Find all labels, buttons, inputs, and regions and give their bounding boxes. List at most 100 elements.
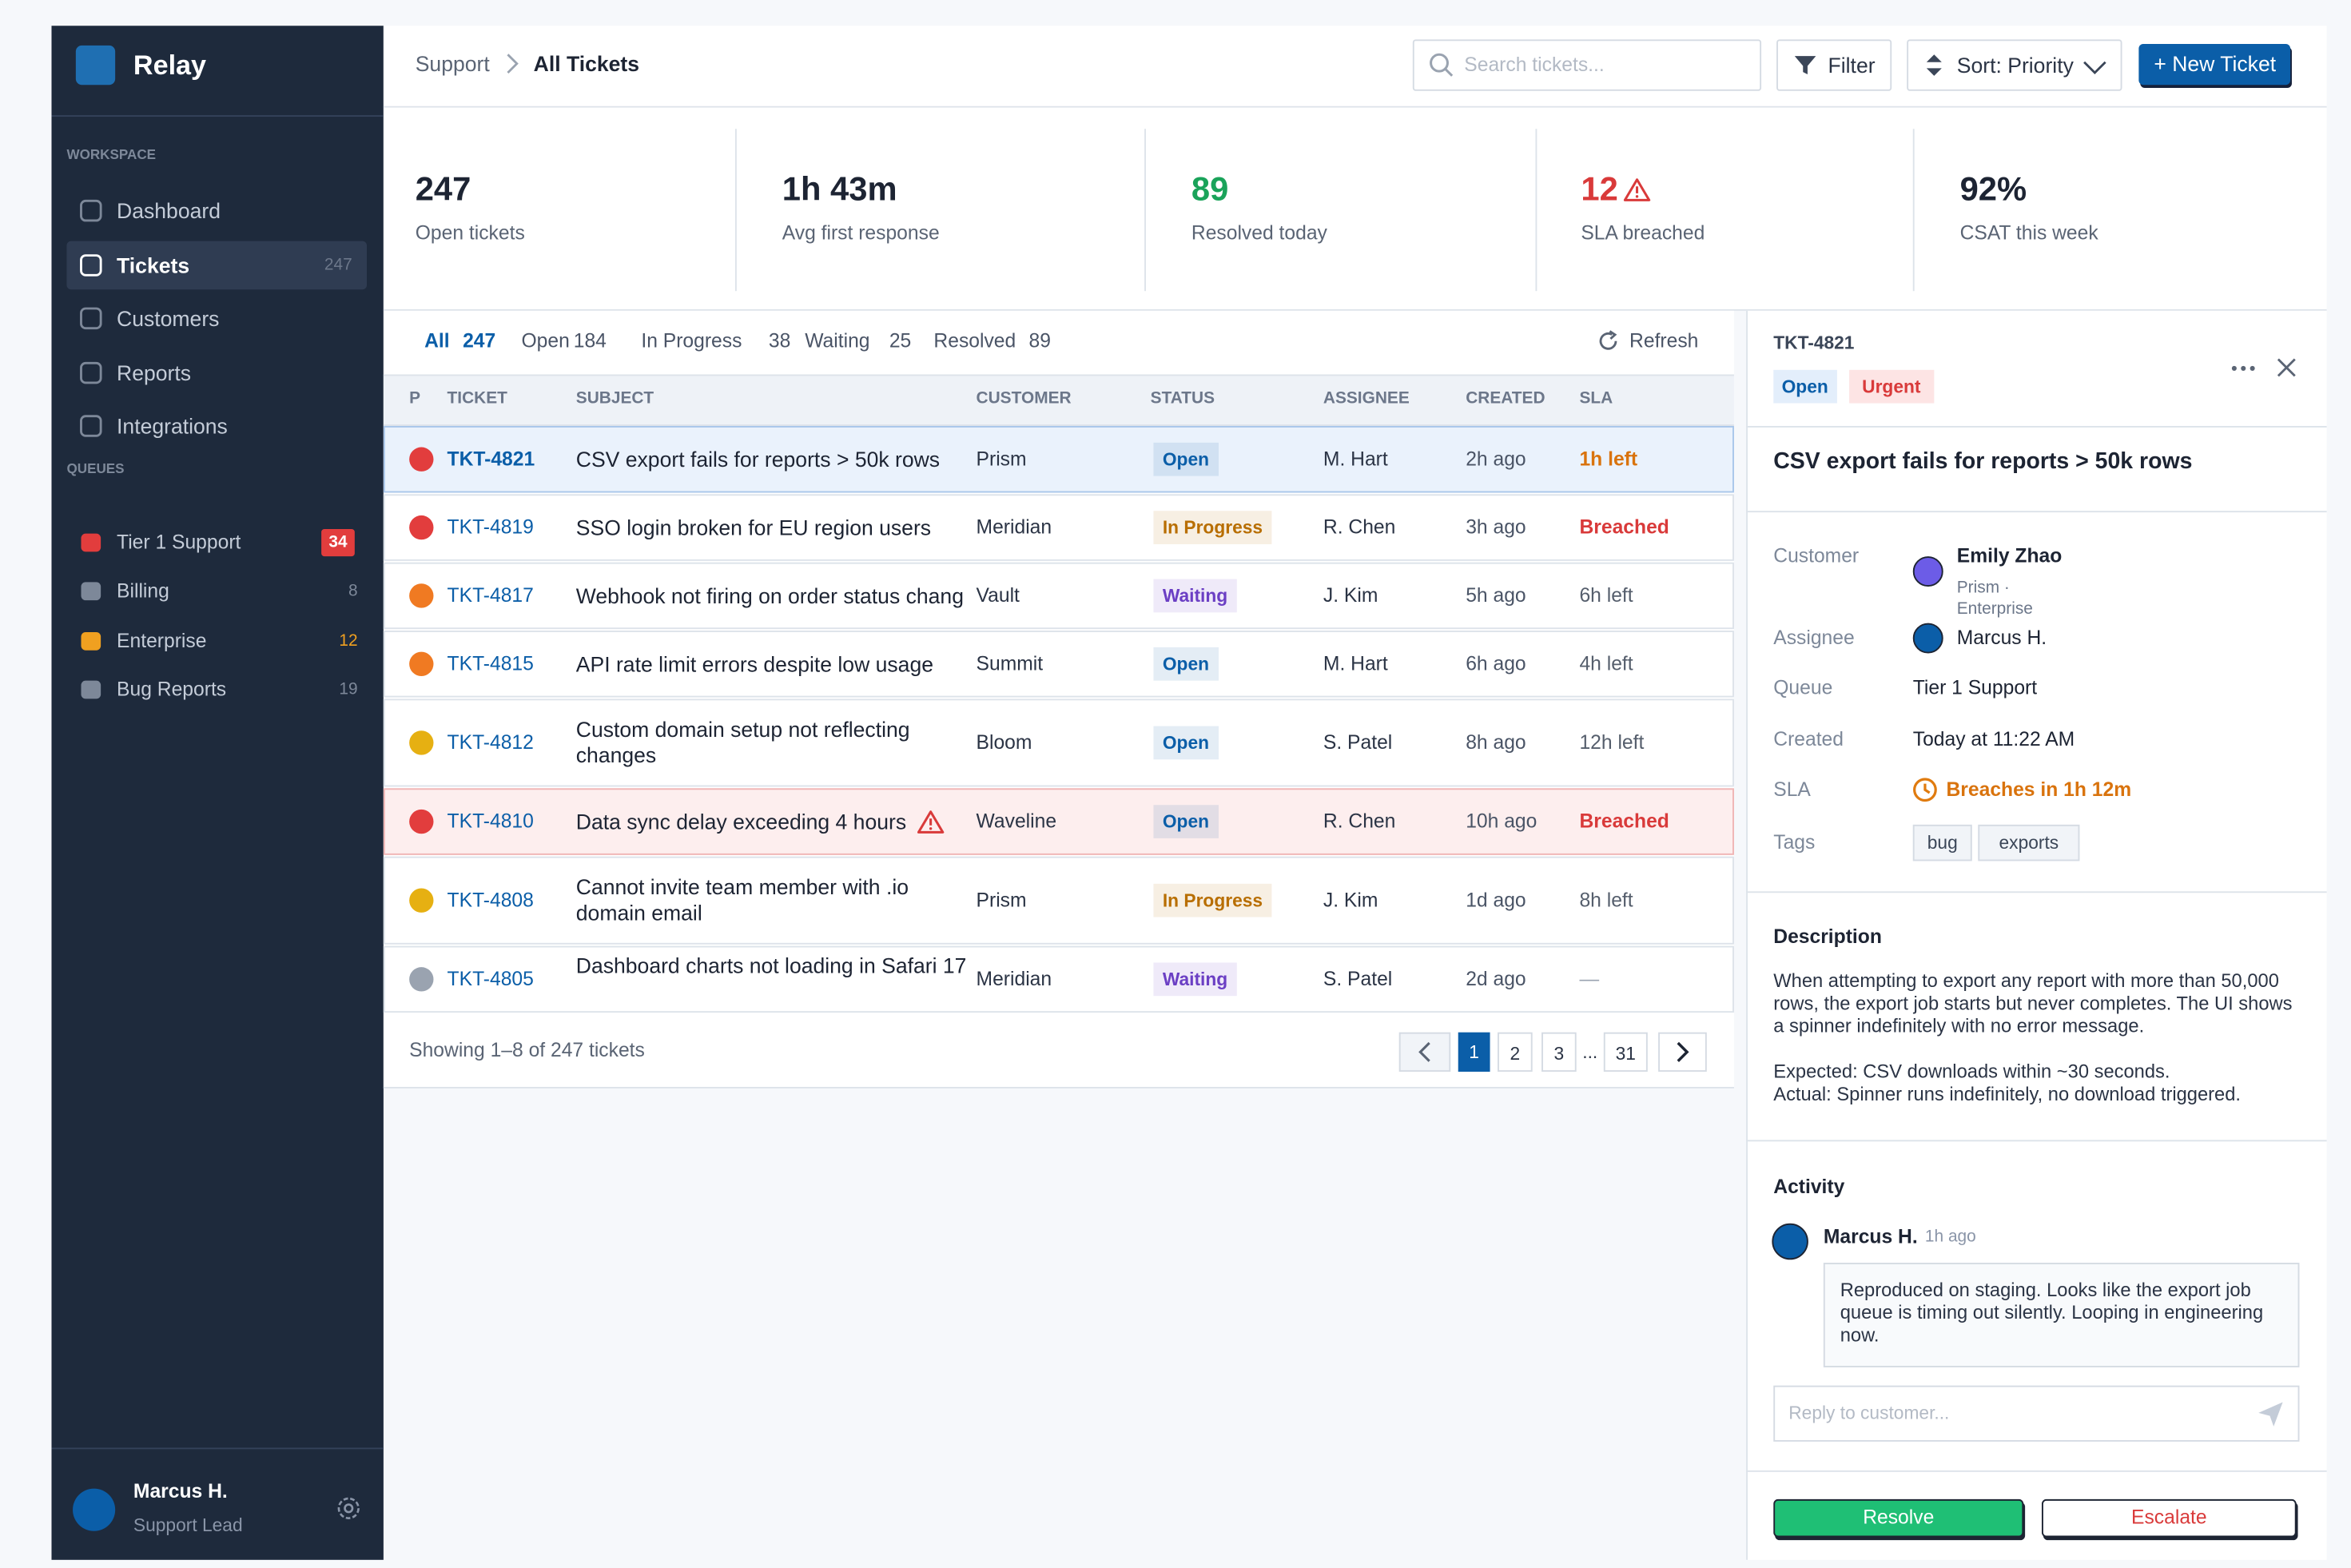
tab-label[interactable]: In Progress xyxy=(641,328,742,352)
table-row[interactable] xyxy=(383,945,1734,1013)
breadcrumb-current: All Tickets xyxy=(533,51,640,76)
table-row[interactable] xyxy=(383,631,1734,698)
detail-id: TKT-4821 xyxy=(1773,332,1855,353)
page-number[interactable]: 2 xyxy=(1510,1042,1521,1065)
nav-label[interactable]: Dashboard xyxy=(117,198,221,223)
table-row[interactable] xyxy=(383,494,1734,561)
page-prev[interactable] xyxy=(1398,1032,1451,1073)
queue-icon xyxy=(79,678,103,702)
logo xyxy=(75,45,116,86)
table-row[interactable] xyxy=(383,426,1734,493)
priority-dot xyxy=(409,447,434,472)
stat-divider xyxy=(1144,129,1146,292)
queue-label[interactable]: Billing xyxy=(117,579,169,603)
ticket-id[interactable]: TKT-4808 xyxy=(447,888,534,911)
page-button[interactable]: 2 xyxy=(1498,1032,1533,1073)
refresh-label[interactable]: Refresh xyxy=(1629,328,1699,352)
queue-label[interactable]: Enterprise xyxy=(117,629,207,652)
filter-label[interactable]: Filter xyxy=(1828,53,1876,78)
breadcrumb[interactable]: Support xyxy=(415,51,490,76)
ticket-subject: Data sync delay exceeding 4 hours xyxy=(575,809,907,834)
page-button[interactable]: 3 xyxy=(1541,1032,1577,1073)
section-title: Activity xyxy=(1773,1175,1845,1198)
page-number[interactable]: 1 xyxy=(1469,1041,1479,1063)
tab-label[interactable]: All xyxy=(424,328,450,352)
send-button[interactable] xyxy=(2257,1401,2284,1428)
ticket-id[interactable]: TKT-4810 xyxy=(447,809,534,833)
breadcrumb-chevron xyxy=(505,53,520,74)
queue-item[interactable] xyxy=(66,619,367,664)
more-button[interactable] xyxy=(2228,358,2258,376)
table-row[interactable] xyxy=(383,788,1734,855)
table-row[interactable] xyxy=(383,562,1734,630)
sort-label[interactable]: Sort: Priority xyxy=(1956,53,2074,78)
queue-icon xyxy=(79,629,103,653)
table-row[interactable] xyxy=(383,698,1734,787)
search-box[interactable] xyxy=(1412,39,1762,91)
stat-value: 12 xyxy=(1581,169,1618,208)
ticket-id[interactable]: TKT-4817 xyxy=(447,583,534,607)
ticket-id[interactable]: TKT-4821 xyxy=(447,447,535,471)
new-ticket-button[interactable] xyxy=(2138,44,2291,86)
nav-item[interactable] xyxy=(66,241,368,290)
customer-org: Prism · xyxy=(1956,579,2010,598)
tab-count: 247 xyxy=(463,328,496,352)
ticket-id[interactable]: TKT-4819 xyxy=(447,515,534,539)
field-label: Assignee xyxy=(1773,626,1855,649)
filter-button[interactable] xyxy=(1776,39,1892,91)
tab-count: 25 xyxy=(889,328,912,352)
stat-label: Avg first response xyxy=(782,221,940,245)
escalate-button[interactable]: Escalate xyxy=(2041,1498,2297,1538)
stat-value: 1h 43m xyxy=(782,169,897,208)
settings-icon[interactable] xyxy=(335,1494,362,1522)
activity-comment: Reproduced on staging. Looks like the ex… xyxy=(1823,1263,2300,1367)
nav-label[interactable]: Reports xyxy=(117,360,192,385)
status-badge: Open xyxy=(1153,647,1219,681)
nav-label[interactable]: Customers xyxy=(117,306,220,331)
section-title: Description xyxy=(1773,925,1882,948)
escalate-label[interactable]: Escalate xyxy=(2131,1505,2207,1528)
ticket-assignee: M. Hart xyxy=(1323,447,1388,471)
page-next[interactable] xyxy=(1658,1032,1707,1073)
tab-label[interactable]: Open xyxy=(521,328,570,352)
ticket-id[interactable]: TKT-4815 xyxy=(447,651,534,675)
page-button[interactable]: 31 xyxy=(1603,1032,1648,1073)
reply-input[interactable] xyxy=(1773,1385,2300,1442)
tab-label[interactable]: Resolved xyxy=(933,328,1016,352)
close-button[interactable] xyxy=(2277,358,2297,378)
resolve-label[interactable]: Resolve xyxy=(1863,1505,1935,1528)
priority-dot xyxy=(409,809,434,834)
ticket-id[interactable]: TKT-4805 xyxy=(447,967,534,990)
divider xyxy=(1746,511,2327,513)
reply-placeholder: Reply to customer... xyxy=(1788,1402,1950,1424)
nav-label[interactable]: Tickets xyxy=(117,253,190,278)
nav-icon-svg xyxy=(80,199,102,222)
ticket-assignee: J. Kim xyxy=(1323,583,1378,607)
nav-item[interactable] xyxy=(66,348,367,397)
page-number: ... xyxy=(1582,1041,1598,1063)
queue-item[interactable] xyxy=(66,568,367,614)
resolve-button[interactable]: Resolve xyxy=(1773,1498,2024,1538)
ticket-sla: Breached xyxy=(1579,809,1669,833)
nav-label[interactable]: Integrations xyxy=(117,413,228,439)
priority-dot xyxy=(409,730,434,755)
nav-icon xyxy=(79,360,103,384)
stat-divider xyxy=(1912,129,1915,292)
queue-label[interactable]: Bug Reports xyxy=(117,677,227,701)
page-number[interactable]: 31 xyxy=(1615,1042,1636,1065)
ticket-sla: 8h left xyxy=(1579,888,1633,911)
tab-label[interactable]: Waiting xyxy=(805,328,870,352)
queue-icon xyxy=(79,579,103,603)
nav-icon xyxy=(79,306,103,330)
page-button[interactable]: 1 xyxy=(1458,1032,1490,1073)
queue-count: 19 xyxy=(339,680,358,699)
ticket-id[interactable]: TKT-4812 xyxy=(447,730,534,754)
table-row[interactable] xyxy=(383,856,1734,945)
ticket-subject: Dashboard charts not loading in Safari 1… xyxy=(575,953,967,978)
activity-avatar xyxy=(1772,1223,1808,1260)
ticket-created: 2d ago xyxy=(1466,967,1526,990)
new-ticket-label[interactable]: + New Ticket xyxy=(2154,51,2277,76)
ticket-sla: 1h left xyxy=(1579,447,1638,471)
queue-label[interactable]: Tier 1 Support xyxy=(117,530,241,554)
page-number[interactable]: 3 xyxy=(1553,1042,1565,1065)
